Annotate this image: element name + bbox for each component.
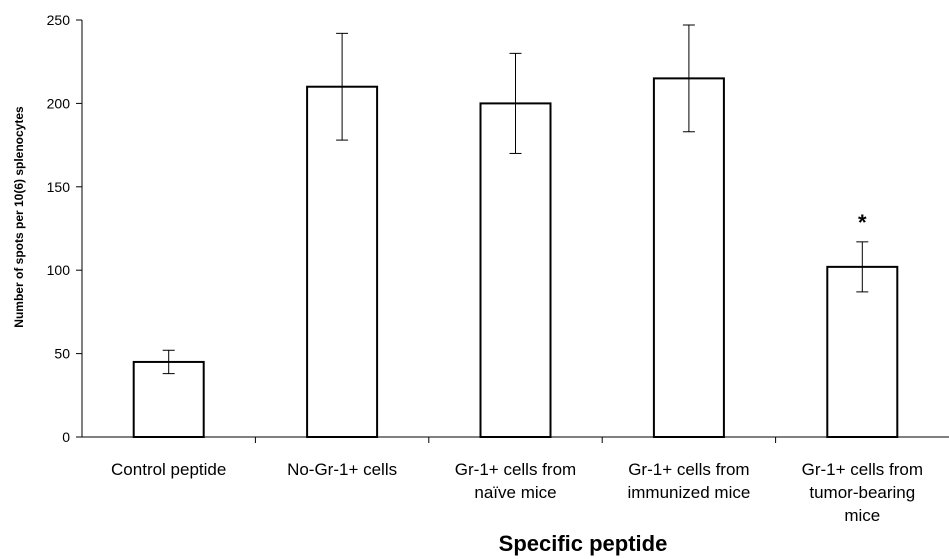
y-tick-label: 50: [54, 346, 70, 362]
y-tick-label: 200: [47, 95, 71, 111]
category-label: No-Gr-1+ cells: [287, 460, 397, 479]
significance-marker: *: [858, 210, 867, 235]
bar: [826, 265, 899, 439]
category-label: Gr-1+ cells from naïve mice: [455, 460, 576, 502]
category-label: Gr-1+ cells from tumor-bearing mice: [802, 460, 923, 525]
y-tick-label: 250: [47, 12, 71, 28]
bar: [132, 360, 205, 438]
y-axis-label: Number of spots per 10(6) splenocytes: [12, 106, 26, 328]
y-axis: 0 50 100 150 200 250: [47, 12, 83, 445]
bars: [132, 77, 899, 439]
y-tick-label: 100: [47, 262, 71, 278]
category-labels: Control peptide No-Gr-1+ cells Gr-1+ cells…: [111, 460, 923, 525]
y-tick-label: 0: [62, 429, 70, 445]
category-label: Control peptide: [111, 460, 226, 479]
y-tick-label: 150: [47, 179, 71, 195]
x-axis-label: Specific peptide: [499, 531, 668, 556]
error-bars: *: [162, 24, 869, 375]
category-label: Gr-1+ cells from immunized mice: [627, 460, 750, 502]
